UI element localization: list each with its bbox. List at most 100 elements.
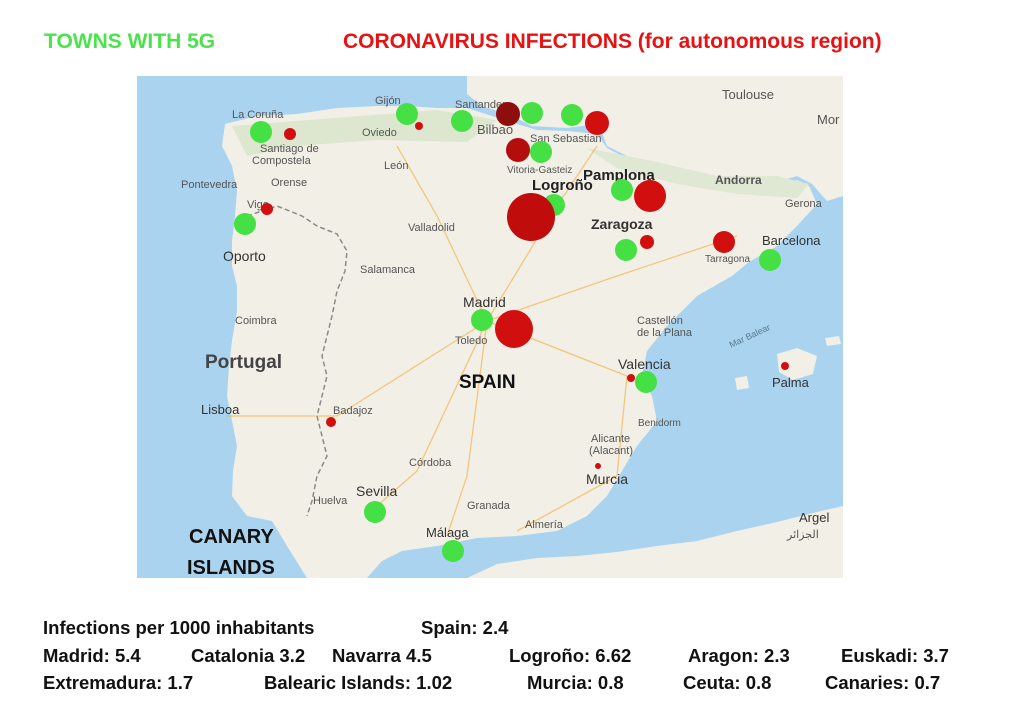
label-badajoz: Badajoz <box>333 405 373 417</box>
red-marker-galicia <box>284 128 296 140</box>
label-islands: ISLANDS <box>187 557 275 578</box>
label-oporto: Oporto <box>223 248 266 264</box>
red-marker-cantabria <box>496 102 520 126</box>
green-marker-malaga <box>442 540 464 562</box>
label-coimbra: Coimbra <box>235 315 277 327</box>
label-barcelona: Barcelona <box>762 233 821 248</box>
ibiza <box>735 376 749 390</box>
green-marker-zaragoza <box>615 239 637 261</box>
towns-5g-title: TOWNS WITH 5G <box>44 30 216 53</box>
red-marker-aragon <box>640 235 654 249</box>
label-alacant: (Alacant) <box>589 445 633 457</box>
north-greens <box>232 110 497 156</box>
label-la-coruna: La Coruña <box>232 109 284 121</box>
green-marker-pamplona <box>611 179 633 201</box>
label-gerona: Gerona <box>785 198 823 210</box>
label-valladolid: Valladolid <box>408 222 455 234</box>
green-marker-tarragona <box>759 249 781 271</box>
label-lisboa: Lisboa <box>201 402 240 417</box>
red-marker-balearic <box>781 362 789 370</box>
stat-euskadi: Euskadi: 3.7 <box>841 645 949 666</box>
label-malaga: Málaga <box>426 525 469 540</box>
red-marker-vitoria <box>506 138 530 162</box>
red-marker-valencia <box>627 374 635 382</box>
label-valencia: Valencia <box>618 356 671 372</box>
green-marker-valencia <box>635 371 657 393</box>
green-marker-san-sebastian <box>561 104 583 126</box>
portugal-border <box>246 205 348 517</box>
label-huelva: Huelva <box>313 495 348 507</box>
red-marker-euskadi <box>585 111 609 135</box>
label-madrid: Madrid <box>463 294 506 310</box>
label-portugal: Portugal <box>205 352 282 373</box>
label-argel-arabic: الجزائر <box>786 529 819 541</box>
label-logrono: Logroño <box>532 177 593 194</box>
label-toulouse: Toulouse <box>722 87 774 102</box>
label-benidorm: Benidorm <box>638 418 681 429</box>
towns-5g-markers <box>234 102 781 562</box>
stat-murcia: Murcia: 0.8 <box>527 672 624 693</box>
stat-logrono: Logroño: 6.62 <box>509 645 632 666</box>
green-marker-la-coruna <box>250 121 272 143</box>
label-vitoria: Vitoria-Gasteiz <box>507 165 572 176</box>
stat-extremadura: Extremadura: 1.7 <box>43 672 194 693</box>
label-san-sebastian: San Sebastian <box>530 133 602 145</box>
label-de-la-plana: de la Plana <box>637 327 693 339</box>
label-mo: Mor <box>817 112 840 127</box>
infections-title: CORONAVIRUS INFECTIONS (for autonomous r… <box>343 30 882 53</box>
green-marker-vigo <box>234 213 256 235</box>
stat-canaries: Canaries: 0.7 <box>825 672 941 693</box>
label-murcia: Murcia <box>586 471 628 487</box>
label-andorra: Andorra <box>715 173 762 187</box>
label-orense: Orense <box>271 177 307 189</box>
red-marker-murcia <box>595 463 601 469</box>
label-sevilla: Sevilla <box>356 483 397 499</box>
green-marker-gijon <box>396 103 418 125</box>
label-santander: Santander <box>455 99 506 111</box>
stat-spain: Spain: 2.4 <box>421 617 509 638</box>
label-salamanca: Salamanca <box>360 264 416 276</box>
france-land <box>467 76 843 201</box>
green-marker-bilbao <box>521 102 543 124</box>
label-tarragona: Tarragona <box>705 254 750 265</box>
label-compostela: Compostela <box>252 155 312 167</box>
stat-aragon: Aragon: 2.3 <box>688 645 790 666</box>
infection-markers <box>261 102 789 469</box>
spain-map: Toulouse Mor La Coruña Gijón Oviedo Sant… <box>137 76 843 578</box>
label-palma: Palma <box>772 375 810 390</box>
red-marker-catalonia <box>713 231 735 253</box>
stat-catalonia: Catalonia 3.2 <box>191 645 306 666</box>
red-marker-extremadura <box>326 417 336 427</box>
label-canary: CANARY <box>189 526 274 548</box>
label-toledo: Toledo <box>455 335 487 347</box>
label-santiago: Santiago de <box>260 143 319 155</box>
label-cordoba: Córdoba <box>409 457 452 469</box>
stats-heading: Infections per 1000 inhabitants <box>43 617 315 638</box>
stat-balearic: Balearic Islands: 1.02 <box>264 672 453 693</box>
label-argel: Argel <box>799 510 829 525</box>
red-marker-la-rioja <box>507 193 555 241</box>
label-spain: SPAIN <box>459 372 516 393</box>
label-pontevedra: Pontevedra <box>181 179 238 191</box>
red-marker-madrid <box>495 310 533 348</box>
label-oviedo: Oviedo <box>362 127 397 139</box>
pyrenees <box>587 148 809 198</box>
green-marker-madrid <box>471 309 493 331</box>
label-almeria: Almería <box>525 519 564 531</box>
red-marker-navarra <box>634 180 666 212</box>
africa-land <box>467 506 843 578</box>
label-zaragoza: Zaragoza <box>591 216 653 232</box>
menorca <box>825 336 841 346</box>
label-castellon: Castellón <box>637 315 683 327</box>
stat-ceuta: Ceuta: 0.8 <box>683 672 772 693</box>
stat-navarra: Navarra 4.5 <box>332 645 432 666</box>
label-leon: León <box>384 160 408 172</box>
green-marker-vitoria <box>530 141 552 163</box>
label-gijon: Gijón <box>375 95 401 107</box>
label-pamplona: Pamplona <box>583 167 655 184</box>
mallorca <box>777 348 817 380</box>
red-marker-asturias <box>415 122 423 130</box>
label-bilbao: Bilbao <box>477 122 513 137</box>
red-marker-vigo <box>261 203 273 215</box>
label-granada: Granada <box>467 500 511 512</box>
